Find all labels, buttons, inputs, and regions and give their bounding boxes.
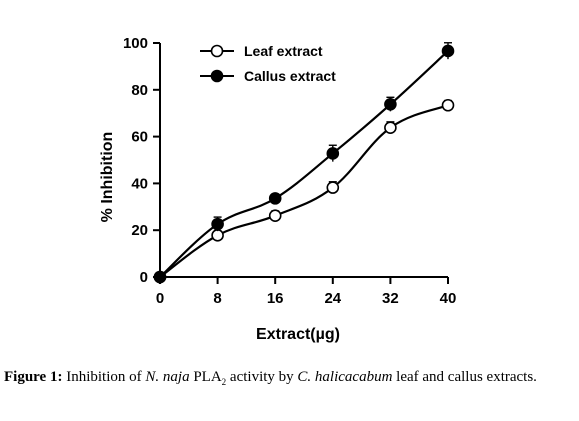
data-point-leaf xyxy=(268,209,282,222)
chart-ticks: 0 20 40 60 80 100 0 8 16 24 32 40 xyxy=(123,35,456,307)
figure-caption: Figure 1: Inhibition of N. naja PLA2 act… xyxy=(4,367,574,388)
caption-plant: C. halicacabum xyxy=(297,369,393,385)
y-axis-title: % Inhibition xyxy=(99,132,116,223)
data-point-leaf xyxy=(441,98,455,112)
series-leaf xyxy=(153,98,455,284)
chart: 0 20 40 60 80 100 0 8 16 24 32 40 % Inhibition Extr… xyxy=(99,35,456,343)
x-axis-title: Extract(µg) xyxy=(256,326,340,343)
data-point-callus xyxy=(326,147,340,160)
caption-text-3: leaf and callus extracts. xyxy=(392,369,537,385)
caption-label: Figure 1: xyxy=(4,369,63,385)
caption-text-1: Inhibition of xyxy=(62,369,146,385)
y-tick-label: 100 xyxy=(123,35,148,52)
y-tick-label: 60 xyxy=(131,129,148,146)
legend-label-callus: Callus extract xyxy=(244,68,336,84)
y-tick-label: 0 xyxy=(140,269,148,286)
y-tick-label: 40 xyxy=(131,175,148,192)
y-tick-label: 80 xyxy=(131,82,148,99)
data-point-callus xyxy=(153,270,167,284)
legend-marker-leaf xyxy=(210,44,224,58)
legend-label-leaf: Leaf extract xyxy=(244,43,323,59)
series-line-leaf xyxy=(159,104,449,278)
x-tick-label: 16 xyxy=(267,290,284,307)
chart-series xyxy=(153,42,455,284)
data-point-leaf xyxy=(326,181,340,194)
data-point-callus xyxy=(384,98,397,111)
legend-item-callus: Callus extract xyxy=(200,68,336,84)
caption-text-2: activity by xyxy=(226,369,298,385)
x-tick-label: 40 xyxy=(440,290,457,307)
data-point-leaf xyxy=(384,121,397,135)
data-point-callus xyxy=(441,44,455,58)
series-callus xyxy=(153,42,455,284)
legend: Leaf extract Callus extract xyxy=(200,43,336,84)
caption-organism: N. naja xyxy=(145,369,190,385)
x-tick-label: 0 xyxy=(156,290,164,307)
x-tick-label: 32 xyxy=(382,290,399,307)
x-tick-label: 8 xyxy=(213,290,221,307)
data-point-leaf xyxy=(211,229,224,242)
data-point-callus xyxy=(211,217,224,231)
caption-enzyme: PLA xyxy=(189,369,222,385)
x-tick-label: 24 xyxy=(324,290,341,307)
data-point-callus xyxy=(268,192,282,205)
legend-marker-callus xyxy=(210,69,224,83)
caption-enzyme-subscript: 2 xyxy=(221,377,227,387)
series-line-callus xyxy=(159,50,449,278)
chart-axes xyxy=(159,43,448,278)
legend-item-leaf: Leaf extract xyxy=(200,43,323,59)
y-tick-label: 20 xyxy=(131,222,148,239)
